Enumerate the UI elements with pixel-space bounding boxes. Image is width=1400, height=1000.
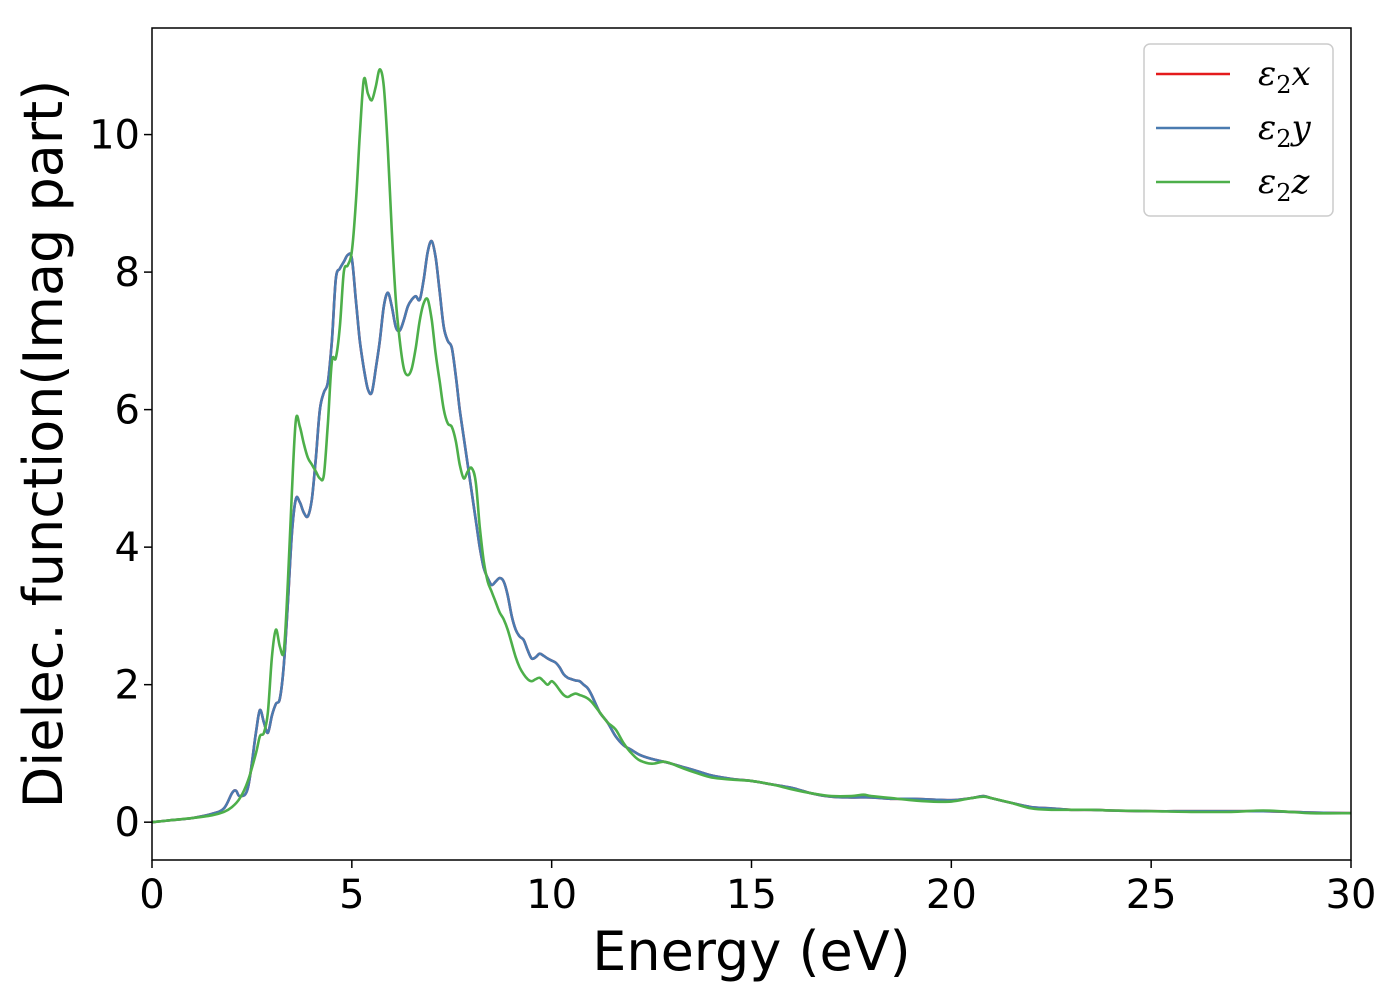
legend-symbol: ε [1258, 108, 1276, 148]
y-tick-label: 6 [115, 388, 140, 434]
x-tick-label: 30 [1326, 872, 1377, 918]
y-tick-label: 8 [115, 250, 140, 296]
legend-symbol: ε [1258, 162, 1276, 202]
x-tick-label: 15 [726, 872, 777, 918]
legend-label-y: ε2y [1258, 108, 1312, 153]
legend-variable: x [1292, 54, 1311, 94]
plot-frame [151, 27, 1352, 861]
legend-subscript: 2 [1276, 125, 1291, 153]
series-line-z [151, 68, 1352, 824]
legend-subscript: 2 [1276, 71, 1291, 99]
axis-ticks: 0 5 10 15 20 25 30 0 2 4 6 8 10 [89, 113, 1376, 918]
legend-variable: y [1290, 108, 1312, 148]
series-line-y [151, 239, 1352, 824]
legend-subscript: 2 [1276, 179, 1291, 207]
y-tick-label: 2 [115, 663, 140, 709]
x-tick-label: 0 [139, 872, 164, 918]
legend-label-z: ε2z [1258, 162, 1311, 207]
x-tick-label: 25 [1126, 872, 1177, 918]
legend-symbol: ε [1258, 54, 1276, 94]
x-tick-label: 10 [526, 872, 577, 918]
y-tick-label: 10 [89, 113, 140, 159]
series-lines [151, 68, 1352, 824]
x-tick-label: 20 [926, 872, 977, 918]
y-axis-label: Dielec. function(Imag part) [12, 80, 75, 809]
y-tick-label: 4 [115, 525, 140, 571]
y-tick-label: 0 [115, 800, 140, 846]
legend-label-x: ε2x [1258, 54, 1311, 99]
legend-variable: z [1291, 162, 1311, 202]
x-axis-label: Energy (eV) [592, 920, 911, 983]
legend-box [1143, 43, 1334, 217]
x-tick-label: 5 [339, 872, 364, 918]
